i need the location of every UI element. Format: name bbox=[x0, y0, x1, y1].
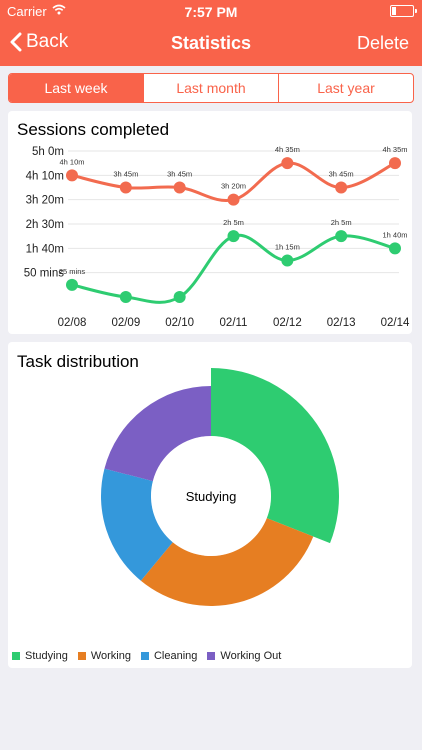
data-label: 1h 40m bbox=[382, 230, 407, 239]
status-bar: Carrier 7:57 PM bbox=[0, 0, 422, 22]
legend-label: Working Out bbox=[220, 650, 282, 662]
x-tick-label: 02/11 bbox=[220, 317, 248, 329]
distribution-title: Task distribution bbox=[17, 352, 139, 371]
x-tick-label: 02/09 bbox=[111, 317, 140, 329]
x-tick-label: 02/12 bbox=[273, 317, 302, 329]
legend-item: Working Out bbox=[207, 650, 281, 662]
wifi-icon bbox=[52, 3, 66, 18]
task-donut-chart: Studying bbox=[101, 368, 339, 606]
data-label: 4h 35m bbox=[275, 145, 300, 154]
delete-button[interactable]: Delete bbox=[356, 33, 409, 53]
data-point bbox=[173, 181, 186, 194]
data-label: 4h 10m bbox=[59, 157, 84, 166]
data-point bbox=[66, 278, 78, 291]
slice-working[interactable] bbox=[140, 518, 314, 606]
data-point bbox=[119, 291, 132, 303]
navigation-bar: Back Statistics Delete bbox=[0, 22, 422, 66]
y-tick-label: 4h 10m bbox=[26, 170, 64, 182]
data-label: 3h 20m bbox=[221, 182, 246, 191]
data-point bbox=[389, 157, 401, 170]
back-label: Back bbox=[26, 31, 69, 52]
data-label: 4h 35m bbox=[382, 145, 407, 154]
data-point bbox=[281, 157, 294, 170]
legend-swatch bbox=[77, 652, 86, 660]
y-tick-label: 1h 40m bbox=[26, 243, 64, 255]
legend-item: Studying bbox=[12, 650, 68, 662]
data-label: 3h 45m bbox=[167, 170, 192, 179]
legend-item: Cleaning bbox=[140, 650, 198, 662]
data-point bbox=[335, 181, 348, 194]
data-point bbox=[119, 181, 132, 194]
data-point bbox=[66, 169, 78, 182]
data-label: 2h 5m bbox=[331, 218, 352, 227]
donut-hole bbox=[157, 442, 265, 550]
x-tick-label: 02/08 bbox=[58, 317, 87, 329]
segment-last-month[interactable]: Last month bbox=[143, 74, 278, 102]
chevron-left-icon bbox=[10, 32, 22, 52]
donut-center-label: Studying bbox=[186, 489, 237, 504]
distribution-card: Task distribution Studying Studying Worki… bbox=[8, 342, 412, 668]
sessions-card: Sessions completed 5h 0m 4h 10m 3h 20m 2h 3… bbox=[8, 111, 412, 334]
legend-swatch bbox=[207, 652, 216, 660]
back-button[interactable]: Back bbox=[10, 31, 68, 53]
series-line bbox=[71, 233, 396, 304]
x-tick-label: 02/14 bbox=[381, 317, 410, 329]
segment-last-year[interactable]: Last year bbox=[278, 74, 413, 102]
header: Carrier 7:57 PM Back Statistics Delete bbox=[0, 0, 422, 66]
data-label: 2h 5m bbox=[223, 218, 244, 227]
legend-swatch bbox=[140, 652, 149, 660]
data-point bbox=[281, 254, 294, 267]
data-label: 3h 45m bbox=[329, 170, 354, 179]
data-label: 1h 15m bbox=[275, 243, 300, 252]
segment-last-week[interactable]: Last week bbox=[9, 74, 143, 102]
legend-item: Working bbox=[77, 650, 131, 662]
status-time: 7:57 PM bbox=[184, 4, 238, 20]
legend-label: Working bbox=[90, 650, 131, 662]
y-tick-label: 50 mins bbox=[24, 268, 65, 280]
carrier-label: Carrier bbox=[7, 4, 47, 19]
data-label: 3h 45m bbox=[113, 170, 138, 179]
legend-label: Cleaning bbox=[153, 650, 198, 662]
data-label: 25 mins bbox=[59, 267, 86, 276]
slice-working-out[interactable] bbox=[104, 386, 211, 482]
y-tick-label: 3h 20m bbox=[26, 195, 64, 207]
slice-studying[interactable] bbox=[211, 368, 339, 544]
data-point bbox=[173, 291, 186, 303]
y-tick-label: 2h 30m bbox=[26, 219, 64, 231]
legend-label: Studying bbox=[25, 650, 68, 662]
data-point bbox=[227, 230, 240, 243]
sessions-title: Sessions completed bbox=[17, 120, 170, 139]
data-point bbox=[335, 230, 348, 243]
x-tick-label: 02/10 bbox=[165, 317, 194, 329]
period-segmented-control: Last week Last month Last year bbox=[8, 73, 414, 103]
battery-icon bbox=[390, 5, 417, 17]
data-point bbox=[389, 242, 401, 255]
y-tick-label: 5h 0m bbox=[32, 146, 64, 158]
chart-legend: Studying Working Cleaning Working Out bbox=[12, 650, 291, 662]
legend-swatch bbox=[12, 652, 20, 660]
x-tick-label: 02/13 bbox=[327, 317, 356, 329]
slice-cleaning[interactable] bbox=[101, 468, 173, 581]
data-point bbox=[227, 193, 240, 206]
